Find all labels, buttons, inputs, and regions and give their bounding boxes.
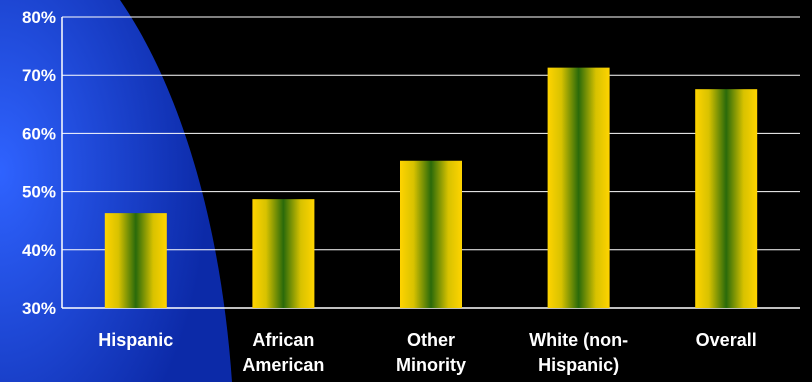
x-tick-label: White (non-Hispanic) [529, 330, 628, 375]
y-tick-labels: 30% 40% 50% 60% 70% 80% [22, 8, 56, 318]
bar [400, 160, 462, 308]
y-tick-label: 70% [22, 66, 56, 85]
x-tick-label: African American [242, 330, 324, 375]
bar [252, 199, 315, 308]
bar [104, 213, 167, 308]
bar [547, 67, 610, 308]
y-tick-label: 60% [22, 124, 56, 143]
y-tick-label: 50% [22, 183, 56, 202]
y-tick-label: 30% [22, 299, 56, 318]
x-tick-labels: Hispanic African American Other Minority Whit… [98, 330, 756, 375]
bars [104, 67, 758, 308]
y-tick-label: 40% [22, 241, 56, 260]
x-tick-label: Overall [696, 330, 757, 350]
x-tick-label: Hispanic [98, 330, 173, 350]
gridlines [62, 16, 800, 251]
x-tick-label: Other Minority [396, 330, 466, 375]
backdrop-shape [0, 0, 232, 382]
y-tick-label: 80% [22, 8, 56, 27]
bar [695, 89, 758, 308]
